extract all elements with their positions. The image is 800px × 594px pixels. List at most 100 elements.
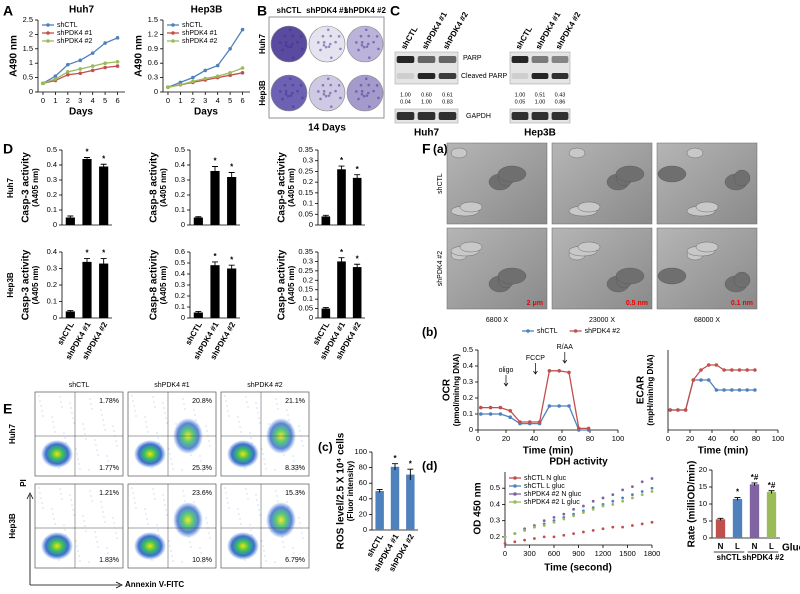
- colony: [286, 94, 290, 98]
- data-point: [621, 499, 624, 503]
- flow-event: [95, 444, 97, 446]
- colony: [289, 45, 293, 48]
- data-point: [479, 405, 483, 410]
- flow-event: [39, 400, 41, 402]
- flow-event: [84, 525, 86, 527]
- colony: [375, 35, 379, 38]
- flow-event: [97, 454, 99, 456]
- column-label: shCTL: [277, 6, 302, 15]
- x-tick-label: 1: [53, 96, 57, 105]
- colony: [301, 96, 304, 100]
- y-tick-label: 60: [359, 478, 367, 487]
- flow-event: [108, 465, 110, 467]
- flow-event: [153, 493, 155, 495]
- legend-label: shPDK4 #2: [57, 38, 93, 45]
- y-axis-label: (A405 nm): [159, 265, 168, 304]
- error-bar: [322, 307, 329, 310]
- flow-event: [154, 498, 156, 500]
- colony-dish: [270, 25, 308, 63]
- colony: [375, 84, 379, 87]
- colony: [301, 47, 304, 51]
- error-bar: [322, 214, 329, 218]
- significance-mark: *#: [751, 473, 759, 482]
- y-tick-label: 0: [181, 220, 185, 229]
- flow-cluster: [41, 440, 73, 468]
- flow-event: [203, 399, 205, 401]
- flow-event: [83, 520, 85, 522]
- flow-event: [77, 458, 79, 460]
- data-point: [601, 496, 605, 500]
- x-tick-label: 0: [503, 549, 507, 558]
- flow-event: [61, 406, 63, 408]
- data-point: [621, 525, 624, 529]
- flow-event: [228, 507, 230, 509]
- caption: 14 Days: [308, 123, 346, 134]
- y-tick-label: 0.15: [298, 285, 313, 294]
- band: [396, 56, 415, 63]
- data-point: [611, 499, 615, 503]
- data-point: [508, 409, 512, 413]
- flow-cluster: [134, 440, 166, 468]
- colony: [360, 92, 364, 96]
- data-point: [745, 368, 749, 372]
- x-tick-label: 80: [586, 434, 594, 443]
- colony-dish: [308, 25, 346, 63]
- bar: [99, 166, 109, 225]
- error-bar: [376, 488, 383, 493]
- flow-event: [250, 529, 252, 531]
- data-point: [676, 408, 680, 412]
- flow-event: [301, 440, 303, 442]
- organelle: [459, 201, 483, 213]
- band: [531, 56, 549, 63]
- flow-event: [144, 416, 146, 418]
- panel-label: F: [422, 141, 431, 157]
- y-tick-label: 80: [359, 463, 367, 472]
- flow-event: [60, 401, 62, 403]
- data-point: [547, 404, 552, 408]
- panel-label: (c): [318, 440, 333, 454]
- bar: [375, 491, 384, 530]
- y-tick-label: 0: [703, 533, 707, 542]
- flow-event: [135, 507, 137, 509]
- data-point: [53, 74, 58, 78]
- colony: [327, 45, 331, 48]
- data-line: [480, 405, 589, 431]
- data-point: [103, 61, 107, 65]
- colony: [334, 40, 337, 44]
- flow-event: [96, 449, 98, 451]
- flow-event: [239, 426, 241, 428]
- bar: [65, 217, 75, 225]
- y-tick-label: 15: [699, 482, 707, 491]
- colony: [284, 43, 288, 47]
- flow-event: [41, 502, 43, 504]
- y-tick-label: 5: [703, 516, 707, 525]
- y-axis-label: (A405 nm): [159, 168, 168, 207]
- y-tick-label: 0.2: [303, 177, 313, 186]
- flow-event: [224, 487, 226, 489]
- colony: [329, 56, 333, 59]
- flow-event: [153, 401, 155, 403]
- flow-event: [275, 398, 277, 400]
- data-point: [572, 507, 575, 511]
- y-tick-label: 0.3: [175, 175, 185, 184]
- flow-event: [165, 417, 167, 419]
- colony: [326, 28, 330, 32]
- y-tick-label: 0.25: [298, 266, 313, 275]
- flow-event: [286, 501, 288, 503]
- flow-event: [73, 422, 75, 424]
- flow-event: [72, 417, 74, 419]
- y-tick-label: 0.2: [47, 190, 57, 199]
- colony: [289, 94, 293, 97]
- colony: [329, 91, 332, 95]
- data-point: [582, 530, 585, 534]
- flow-event: [226, 405, 228, 407]
- flow-event: [199, 455, 201, 457]
- flow-event: [293, 552, 295, 554]
- colony: [367, 42, 370, 46]
- flow-event: [246, 493, 248, 495]
- legend-label: shPDK4 #2 N gluc: [524, 491, 582, 498]
- data-point: [191, 79, 195, 84]
- error-bar: [67, 215, 74, 219]
- organelle: [733, 169, 751, 187]
- y-tick-label: 1.5: [23, 44, 33, 53]
